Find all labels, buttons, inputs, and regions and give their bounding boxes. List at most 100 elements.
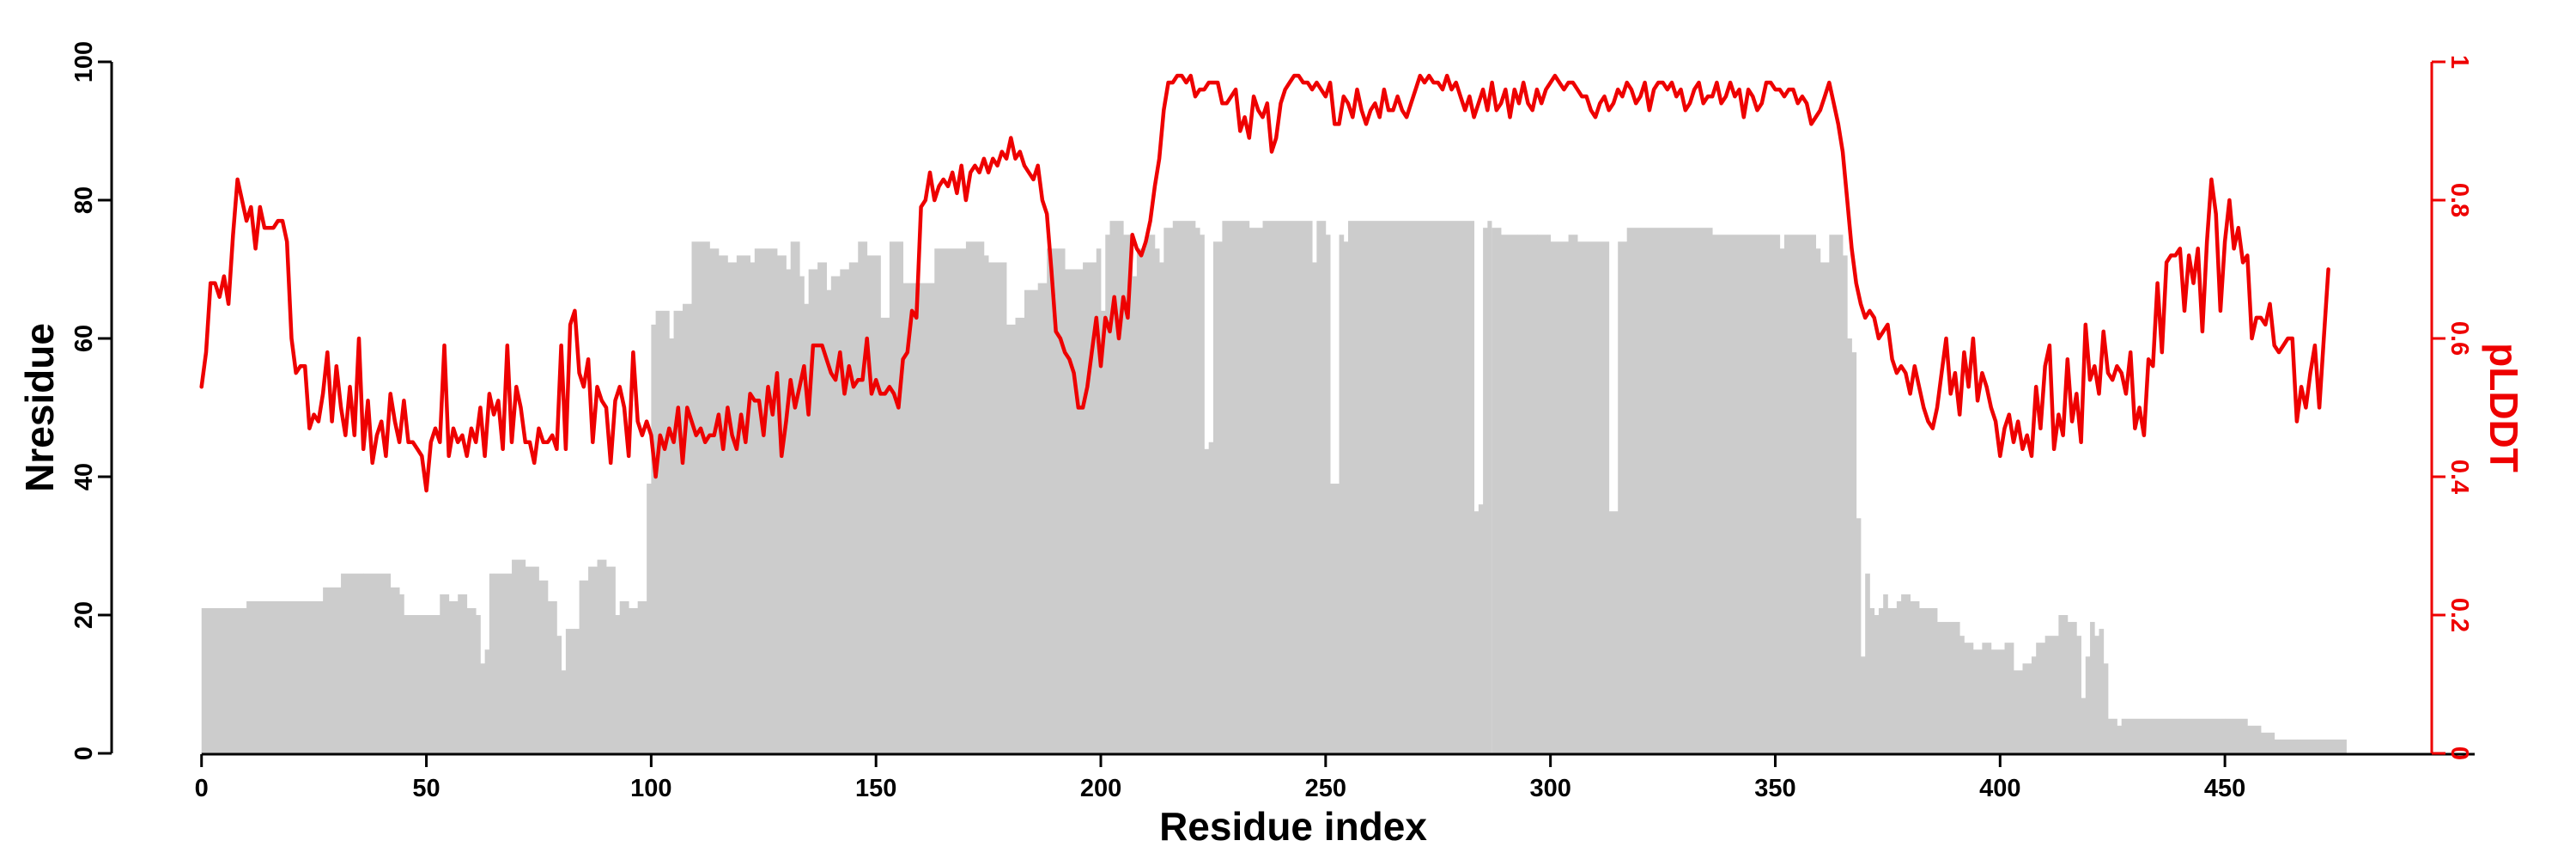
nresidue-bar [776, 255, 787, 753]
nresidue-bar [651, 324, 657, 753]
nresidue-bar [538, 580, 549, 753]
nresidue-bar [1568, 235, 1578, 753]
nresidue-bar [1856, 518, 1862, 753]
nresidue-bar [2296, 739, 2347, 753]
nresidue-bar [804, 303, 810, 753]
nresidue-bar [1901, 594, 1911, 753]
nresidue-bar [1712, 235, 1771, 753]
left-y-tick-label: 100 [70, 41, 98, 82]
nresidue-bar [1037, 283, 1048, 754]
nresidue-bar [1608, 511, 1619, 753]
nresidue-bar [1982, 643, 1992, 753]
nresidue-bar [1815, 248, 1821, 754]
nresidue-bar [1348, 221, 1475, 753]
nresidue-bar [588, 566, 598, 753]
nresidue-bar [655, 310, 670, 753]
nresidue-bar [1865, 573, 1870, 753]
nresidue-bar [2058, 615, 2069, 753]
nresidue-bar [1473, 511, 1479, 753]
nresidue-bar [727, 262, 738, 753]
nresidue-bar [1487, 221, 1492, 753]
nresidue-bar [2081, 698, 2087, 753]
nresidue-bar [790, 241, 800, 753]
nresidue-bar [1330, 484, 1340, 753]
nresidue-bar [786, 269, 792, 753]
nresidue-bar [494, 573, 513, 753]
nresidue-bar [1869, 607, 1875, 753]
nresidue-bar [1101, 310, 1106, 753]
nresidue-bar [579, 580, 589, 753]
nresidue-bar [574, 629, 580, 753]
nresidue-bar [1163, 228, 1174, 753]
nresidue-bar [866, 255, 881, 753]
right-y-tick-label: 0.2 [2445, 598, 2473, 632]
nresidue-bar [1006, 324, 1016, 753]
nresidue-bar [1626, 228, 1641, 753]
nresidue-bar [547, 600, 557, 753]
nresidue-bar [619, 600, 629, 753]
nresidue-bar [1132, 276, 1138, 753]
nresidue-bar [1910, 600, 1920, 753]
right-y-tick-label: 1 [2445, 55, 2473, 69]
x-tick-label: 450 [2204, 775, 2245, 802]
nresidue-bar [718, 255, 728, 753]
nresidue-bar [1536, 235, 1552, 753]
nresidue-bar [902, 283, 935, 754]
nresidue-bar [2103, 663, 2109, 753]
nresidue-bar [2014, 670, 2023, 753]
nresidue-bar [1145, 235, 1156, 753]
nresidue-bar [2274, 739, 2298, 753]
nresidue-bar [2225, 718, 2248, 753]
left-y-tick-label: 60 [70, 325, 98, 352]
nresidue-bar [2117, 725, 2123, 753]
nresidue-bars [201, 221, 2347, 754]
right-y-tick-label: 0 [2445, 746, 2473, 760]
nresidue-bar [1550, 241, 1570, 753]
nresidue-bar [1204, 448, 1210, 753]
nresidue-bar [2067, 622, 2077, 753]
nresidue-bar [1312, 262, 1317, 753]
nresidue-bar [2247, 725, 2262, 753]
plddt-line [199, 73, 2330, 493]
nresidue-bar [489, 573, 495, 753]
right-y-tick-label: 0.8 [2445, 183, 2473, 217]
nresidue-bar [1964, 643, 1974, 753]
nresidue-bar [2179, 718, 2226, 753]
nresidue-bar [1212, 241, 1223, 753]
left-y-axis-title: Nresidue [17, 323, 62, 492]
nresidue-bar [1200, 235, 1205, 753]
nresidue-bar [606, 566, 616, 753]
nresidue-bar [736, 255, 750, 753]
nresidue-bar [458, 594, 468, 753]
nresidue-bar [880, 317, 890, 753]
nresidue-bar [615, 615, 621, 753]
nresidue-bar [1024, 289, 1039, 753]
nresidue-bar [848, 262, 859, 753]
nresidue-bar [934, 248, 967, 754]
nresidue-bar [673, 310, 683, 753]
nresidue-bar [2022, 663, 2032, 753]
nresidue-bar [1047, 248, 1066, 754]
nresidue-bar [1896, 600, 1902, 753]
nresidue-bar [1829, 235, 1844, 753]
nresidue-bar [1847, 338, 1852, 753]
nresidue-bar [1325, 235, 1331, 753]
nresidue-bar [1501, 235, 1538, 753]
nresidue-bar [2044, 636, 2059, 753]
nresidue-bar [512, 559, 526, 753]
nresidue-bar [1878, 607, 1884, 753]
nresidue-bar [1339, 235, 1345, 753]
nresidue-bar [1105, 235, 1110, 753]
left-y-tick-label: 40 [70, 463, 98, 490]
nresidue-bar [484, 649, 490, 753]
x-tick-label: 0 [195, 775, 209, 802]
nresidue-bar [647, 484, 652, 753]
nresidue-bar [1618, 241, 1628, 753]
left-y-tick-label: 0 [70, 746, 98, 760]
nresidue-bar [1990, 649, 2005, 753]
nresidue-bar [1919, 607, 1929, 753]
nresidue-bar [709, 248, 720, 754]
x-axis-title: Residue index [1159, 804, 1427, 849]
nresidue-bar [1577, 241, 1610, 753]
